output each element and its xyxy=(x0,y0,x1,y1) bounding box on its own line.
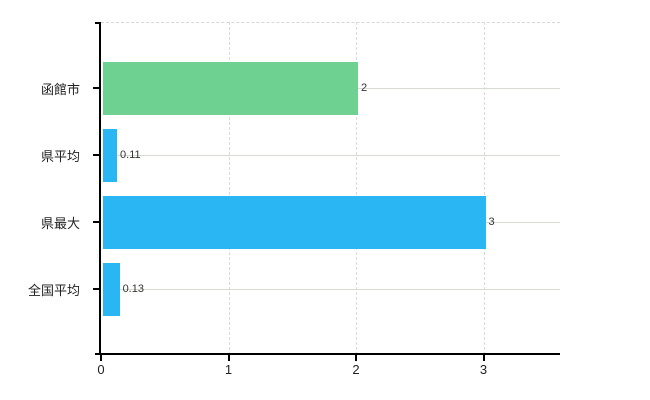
x-axis-tick-label: 2 xyxy=(352,362,360,377)
category-label: 全国平均 xyxy=(27,282,80,298)
bar-value-label: 2 xyxy=(361,82,368,94)
category-label: 県平均 xyxy=(40,148,80,164)
grid-line-vertical xyxy=(483,22,485,355)
bar-value-label: 3 xyxy=(488,216,495,228)
bar-value-label: 0.11 xyxy=(120,149,141,161)
plot-area: 2 0.11 3 0.13 xyxy=(101,22,560,355)
grid-line-horizontal xyxy=(103,289,560,290)
category-tick xyxy=(93,288,100,290)
y-axis-line xyxy=(99,22,101,355)
category-tick xyxy=(93,221,100,223)
category-tick xyxy=(93,87,100,89)
bar xyxy=(103,262,120,316)
plot-top-border xyxy=(101,22,560,23)
bar xyxy=(103,195,486,249)
x-axis-tick xyxy=(227,355,230,361)
grid-line-vertical xyxy=(228,22,230,355)
x-axis-tick xyxy=(355,355,357,361)
grid-line-vertical xyxy=(356,22,357,355)
grid-line-horizontal xyxy=(103,155,560,156)
bar xyxy=(103,61,358,115)
bar-value-label: 0.13 xyxy=(122,283,144,295)
category-tick xyxy=(93,154,100,156)
bar xyxy=(103,128,118,182)
x-axis-tick xyxy=(482,355,485,361)
x-axis-tick-label: 3 xyxy=(479,362,488,377)
category-label: 県最大 xyxy=(40,215,80,231)
y-axis-top-tick xyxy=(95,22,101,24)
x-axis-line xyxy=(95,353,560,355)
x-axis-tick-label: 1 xyxy=(224,362,233,377)
x-axis-tick xyxy=(100,355,102,361)
x-axis-tick-label: 0 xyxy=(97,362,105,377)
category-label: 函館市 xyxy=(40,81,80,97)
